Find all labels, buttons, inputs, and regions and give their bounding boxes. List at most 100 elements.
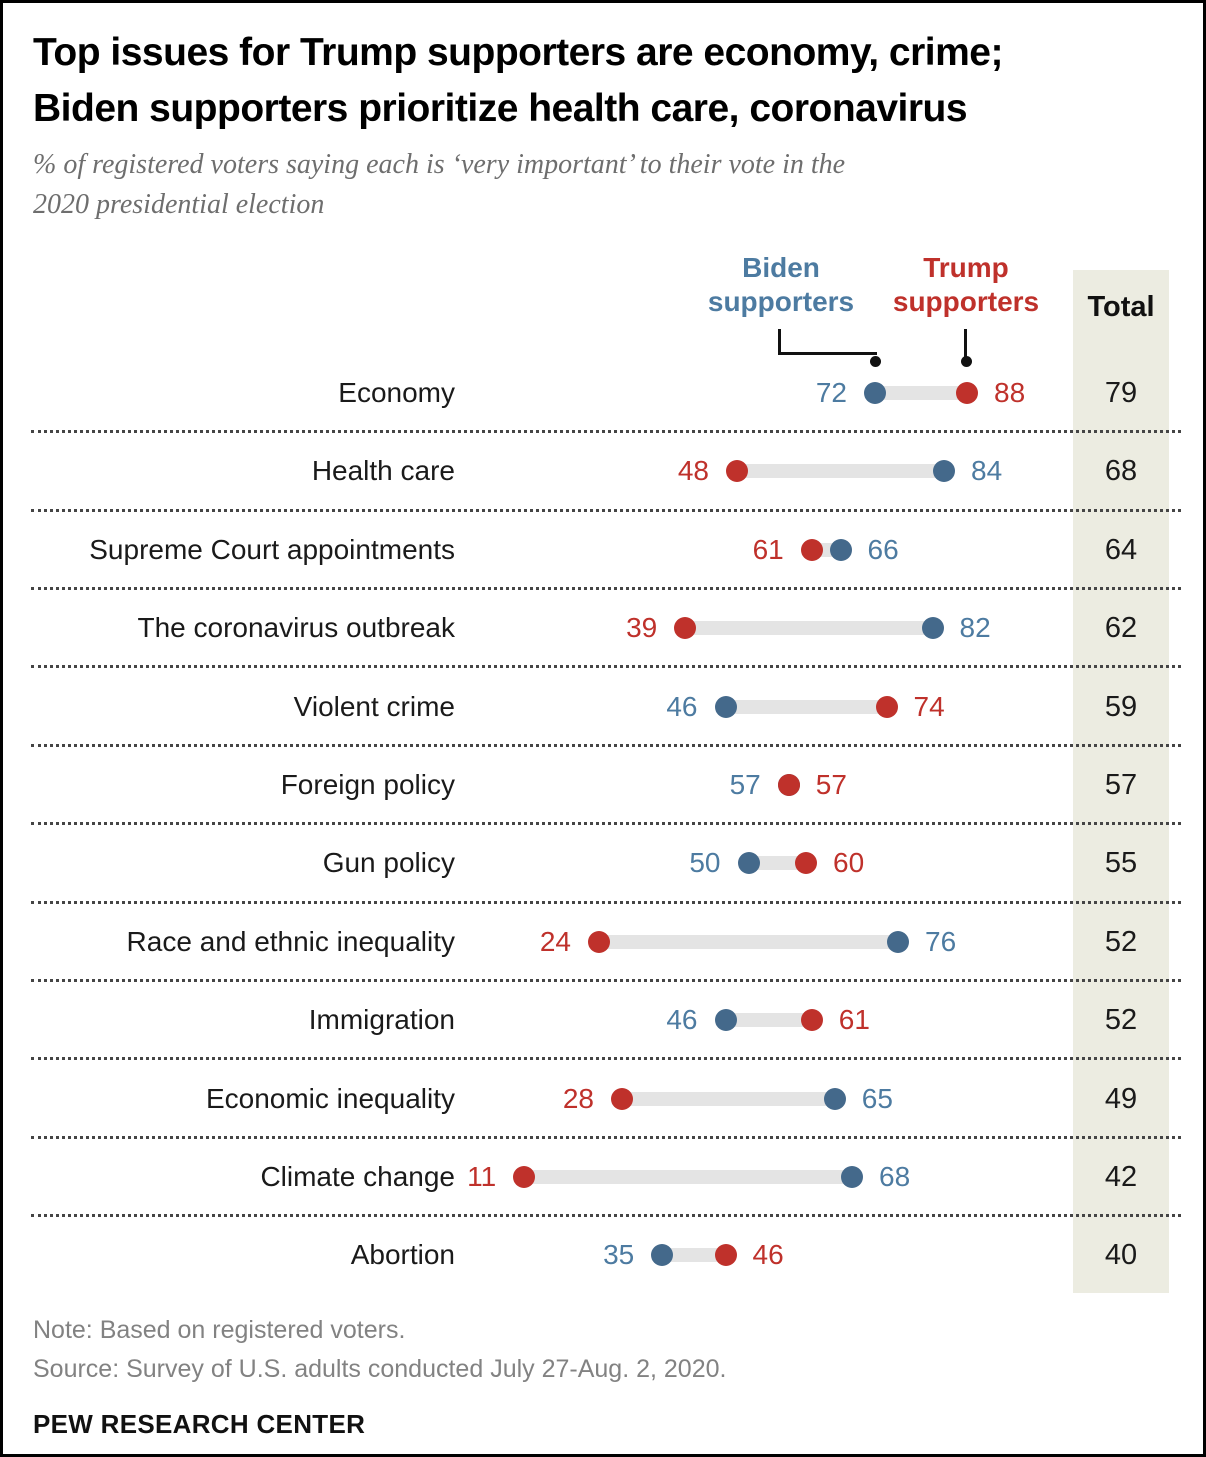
- biden-value: 84: [971, 455, 1003, 487]
- trump-value: 39: [626, 612, 658, 644]
- biden-callout-line-vertical: [778, 329, 781, 355]
- trump-dot: [800, 1009, 823, 1032]
- connector-bar: [622, 1091, 835, 1106]
- connector-bar: [748, 856, 806, 871]
- trump-dot: [513, 1166, 536, 1188]
- biden-dot: [823, 1087, 846, 1110]
- category-label: Foreign policy: [280, 769, 455, 800]
- biden-dot: [864, 382, 886, 404]
- total-column-background: [1073, 270, 1169, 1293]
- connector-bar: [737, 464, 944, 479]
- biden-value: 82: [959, 612, 991, 644]
- footnote: Note: Based on registered voters.: [33, 1316, 406, 1344]
- total-column-header: Total: [1087, 291, 1155, 323]
- total-value: 59: [1104, 690, 1138, 723]
- biden-dot: [933, 460, 955, 483]
- trump-value: 61: [752, 533, 784, 565]
- category-label: Violent crime: [293, 690, 455, 722]
- trump-dot: [726, 460, 748, 483]
- category-label: Immigration: [308, 1004, 455, 1036]
- row-separator: [31, 743, 1181, 747]
- trump-value: 60: [833, 847, 865, 879]
- row-separator: [31, 900, 1181, 904]
- total-value: 64: [1104, 533, 1138, 566]
- chart-title-line2: Biden supporters prioritize health care,…: [33, 87, 968, 130]
- total-value: 42: [1104, 1161, 1138, 1193]
- connector-bar: [875, 386, 967, 400]
- connector-bar: [725, 1013, 812, 1028]
- total-value: 62: [1104, 612, 1138, 645]
- biden-value: 46: [666, 690, 698, 722]
- trump-value: 28: [562, 1082, 594, 1114]
- trump-dot: [714, 1244, 737, 1267]
- total-value: 49: [1104, 1082, 1138, 1115]
- trump-value: 74: [913, 690, 945, 722]
- category-label: Supreme Court appointments: [89, 533, 455, 565]
- total-value: 57: [1104, 769, 1138, 801]
- category-label: Health care: [311, 455, 455, 487]
- row-separator: [31, 665, 1181, 669]
- chart-title-line1: Top issues for Trump supporters are econ…: [33, 31, 1003, 74]
- row-separator: [31, 508, 1181, 512]
- category-label: Economy: [338, 377, 455, 408]
- connector-bar: [524, 1170, 852, 1184]
- connector-bar: [599, 934, 898, 949]
- row-separator: [31, 979, 1181, 982]
- category-label: Gun policy: [322, 847, 455, 879]
- category-label: Race and ethnic inequality: [126, 925, 455, 957]
- chart-title: Top issues for Trump supporters are econ…: [33, 25, 1183, 137]
- biden-value: 57: [729, 769, 761, 800]
- chart-subtitle: % of registered voters saying each is ‘v…: [33, 145, 1183, 225]
- biden-dot: [651, 1244, 674, 1267]
- total-value: 55: [1104, 847, 1138, 880]
- row-separator: [31, 587, 1181, 590]
- trump-value: 57: [815, 769, 847, 800]
- trump-dot: [795, 852, 817, 875]
- trump-value: 11: [467, 1161, 497, 1192]
- chart-subtitle-line1: % of registered voters saying each is ‘v…: [33, 149, 846, 180]
- trump-callout-line-vertical: [964, 329, 967, 358]
- total-value: 40: [1104, 1239, 1138, 1272]
- biden-value: 46: [666, 1004, 698, 1036]
- category-label: Climate change: [260, 1161, 455, 1192]
- connector-bar: [662, 1248, 726, 1263]
- trump-callout-dot: [961, 356, 972, 367]
- biden-dot: [921, 617, 944, 640]
- biden-callout-dot: [870, 356, 881, 367]
- category-label: Abortion: [350, 1239, 455, 1271]
- biden-value: 76: [925, 925, 957, 957]
- biden-dot: [737, 852, 760, 875]
- trump-dot: [800, 538, 823, 561]
- trump-dot: [875, 695, 898, 718]
- trump-value: 48: [677, 455, 709, 487]
- trump-value: 46: [752, 1239, 784, 1271]
- chart-subtitle-line2: 2020 presidential election: [33, 189, 325, 220]
- total-value: 68: [1104, 455, 1138, 488]
- total-value: 79: [1104, 377, 1138, 409]
- trump-dot: [777, 774, 800, 796]
- connector-bar: [725, 699, 887, 714]
- biden-callout-line-horizontal: [778, 352, 877, 355]
- biden-value: 66: [867, 533, 899, 565]
- trump-dot: [674, 617, 697, 640]
- total-value: 52: [1104, 925, 1138, 958]
- biden-dot: [829, 538, 852, 561]
- trump-dot: [588, 930, 610, 953]
- row-separator: [31, 1135, 1181, 1139]
- legend-biden-supporters: Biden supporters: [707, 252, 855, 317]
- category-label: The coronavirus outbreak: [137, 612, 455, 644]
- row-separator: [31, 822, 1181, 826]
- trump-value: 24: [539, 925, 571, 957]
- biden-dot: [887, 930, 909, 953]
- brand-pew-research-center: PEW RESEARCH CENTER: [33, 1409, 366, 1439]
- biden-value: 50: [689, 847, 721, 879]
- biden-dot: [714, 695, 737, 718]
- biden-value: 68: [879, 1161, 911, 1192]
- row-separator: [31, 430, 1181, 434]
- biden-dot: [841, 1166, 863, 1188]
- connector-bar: [685, 621, 933, 636]
- trump-dot: [956, 382, 978, 404]
- category-label: Economic inequality: [205, 1082, 455, 1114]
- biden-dot: [714, 1009, 737, 1032]
